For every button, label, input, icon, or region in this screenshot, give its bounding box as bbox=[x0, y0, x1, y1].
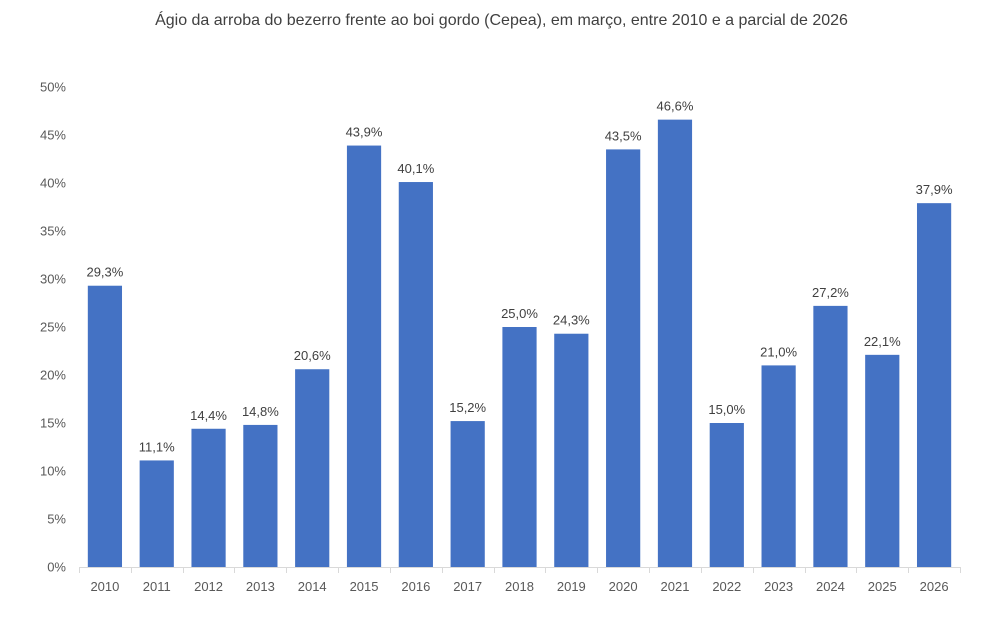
x-tick-label: 2018 bbox=[505, 579, 534, 594]
data-label: 37,9% bbox=[916, 182, 953, 197]
x-tick-label: 2024 bbox=[816, 579, 845, 594]
data-label: 14,4% bbox=[190, 408, 227, 423]
bar bbox=[657, 119, 693, 567]
x-tick-label: 2010 bbox=[90, 579, 119, 594]
x-tick-label: 2017 bbox=[453, 579, 482, 594]
x-tick-label: 2023 bbox=[764, 579, 793, 594]
bar bbox=[191, 428, 226, 567]
data-label: 40,1% bbox=[397, 161, 434, 176]
bar bbox=[346, 145, 382, 567]
bar bbox=[554, 333, 589, 567]
data-label: 24,3% bbox=[553, 313, 590, 328]
data-label: 46,6% bbox=[657, 99, 694, 114]
y-tick-label: 35% bbox=[40, 224, 66, 239]
x-tick-label: 2014 bbox=[298, 579, 327, 594]
data-label: 21,0% bbox=[760, 344, 797, 359]
chart-title: Ágio da arroba do bezerro frente ao boi … bbox=[155, 12, 848, 29]
x-tick-label: 2013 bbox=[246, 579, 275, 594]
data-label: 15,2% bbox=[449, 400, 486, 415]
bar bbox=[139, 460, 174, 567]
data-label: 20,6% bbox=[294, 348, 331, 363]
bar bbox=[916, 203, 952, 567]
y-tick-label: 40% bbox=[40, 176, 66, 191]
bar bbox=[502, 327, 537, 567]
x-tick-label: 2015 bbox=[350, 579, 379, 594]
y-tick-label: 5% bbox=[47, 512, 66, 527]
bar bbox=[295, 369, 330, 567]
x-tick-label: 2021 bbox=[661, 579, 690, 594]
x-axis: 2010 2011 2012 2013 2014 2015 2016 2017 2018 2019… bbox=[79, 567, 961, 594]
data-label: 27,2% bbox=[812, 285, 849, 300]
y-tick-label: 45% bbox=[40, 128, 66, 143]
data-label: 29,3% bbox=[86, 265, 123, 280]
x-tick-label: 2022 bbox=[712, 579, 741, 594]
bar bbox=[606, 149, 641, 567]
data-label: 43,9% bbox=[346, 125, 383, 140]
y-tick-label: 10% bbox=[40, 464, 66, 479]
bars bbox=[87, 119, 952, 568]
bar bbox=[398, 182, 433, 568]
x-tick-label: 2016 bbox=[401, 579, 430, 594]
data-label: 43,5% bbox=[605, 128, 642, 143]
y-tick-label: 20% bbox=[40, 368, 66, 383]
data-label: 25,0% bbox=[501, 306, 538, 321]
bar bbox=[709, 423, 744, 567]
y-tick-label: 15% bbox=[40, 416, 66, 431]
x-tick-label: 2026 bbox=[920, 579, 949, 594]
y-tick-label: 25% bbox=[40, 320, 66, 335]
data-labels: 29,3% 11,1% 14,4% 14,8% 20,6% 43,9% 40,1% 15,2%… bbox=[86, 99, 952, 455]
y-tick-label: 50% bbox=[40, 80, 66, 95]
x-tick-label: 2019 bbox=[557, 579, 586, 594]
x-tick-label: 2012 bbox=[194, 579, 223, 594]
data-label: 22,1% bbox=[864, 334, 901, 349]
bar bbox=[450, 421, 485, 567]
y-tick-label: 30% bbox=[40, 272, 66, 287]
data-label: 15,0% bbox=[708, 402, 745, 417]
x-tick-label: 2011 bbox=[143, 579, 171, 594]
bar bbox=[813, 305, 848, 567]
y-axis: 0% 5% 10% 15% 20% 25% 30% 35% 40% 45% 50% bbox=[40, 80, 66, 575]
bar bbox=[87, 285, 123, 567]
data-label: 11,1% bbox=[139, 439, 175, 454]
x-tick-label: 2020 bbox=[609, 579, 638, 594]
x-tick-label: 2025 bbox=[868, 579, 897, 594]
data-label: 14,8% bbox=[242, 404, 279, 419]
bar bbox=[761, 365, 796, 567]
bar bbox=[243, 424, 278, 567]
y-tick-label: 0% bbox=[47, 560, 66, 575]
bar bbox=[865, 354, 900, 567]
